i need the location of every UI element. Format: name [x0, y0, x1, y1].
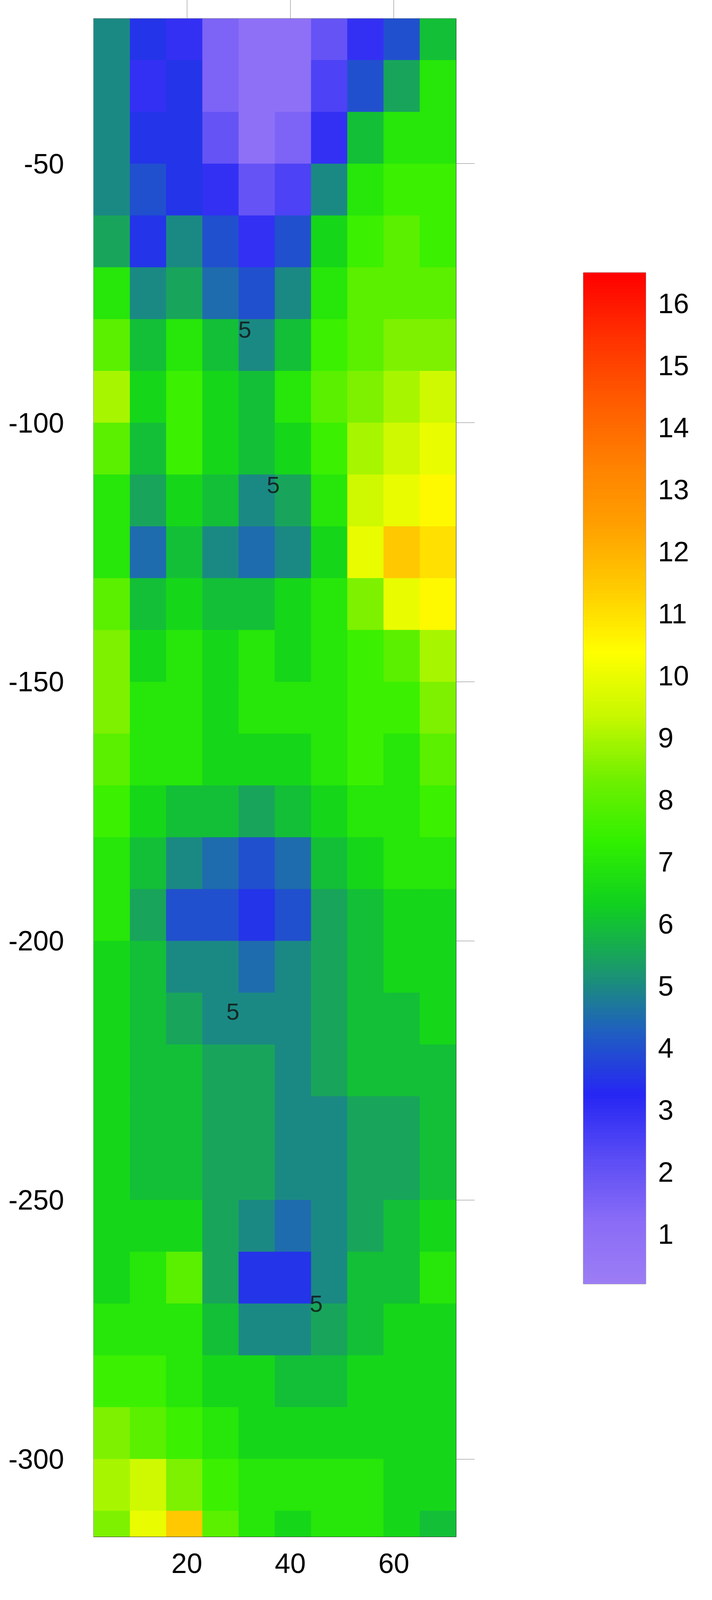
- svg-text:6: 6: [658, 907, 674, 939]
- svg-text:-50: -50: [24, 148, 65, 180]
- svg-text:-200: -200: [8, 924, 65, 956]
- svg-text:7: 7: [658, 845, 674, 877]
- svg-text:5: 5: [309, 1289, 323, 1317]
- svg-text:40: 40: [275, 1546, 306, 1578]
- svg-text:15: 15: [658, 349, 689, 381]
- svg-text:4: 4: [658, 1031, 674, 1063]
- svg-text:5: 5: [266, 471, 280, 498]
- svg-text:13: 13: [658, 473, 689, 505]
- svg-text:5: 5: [238, 315, 252, 343]
- svg-text:3: 3: [658, 1093, 674, 1125]
- svg-text:16: 16: [658, 287, 689, 319]
- svg-text:8: 8: [658, 783, 674, 815]
- svg-text:5: 5: [658, 969, 674, 1001]
- svg-text:60: 60: [378, 1546, 410, 1578]
- svg-text:-100: -100: [8, 407, 65, 439]
- svg-text:5: 5: [226, 997, 240, 1025]
- svg-text:10: 10: [658, 659, 689, 691]
- svg-text:2: 2: [658, 1155, 674, 1187]
- svg-text:11: 11: [658, 597, 688, 629]
- svg-text:9: 9: [658, 721, 674, 753]
- svg-text:-150: -150: [8, 665, 65, 697]
- svg-text:1: 1: [658, 1217, 674, 1249]
- svg-text:20: 20: [171, 1546, 203, 1578]
- svg-text:14: 14: [658, 411, 689, 443]
- svg-text:-250: -250: [8, 1183, 65, 1215]
- svg-text:12: 12: [658, 535, 689, 567]
- svg-text:-300: -300: [8, 1442, 65, 1474]
